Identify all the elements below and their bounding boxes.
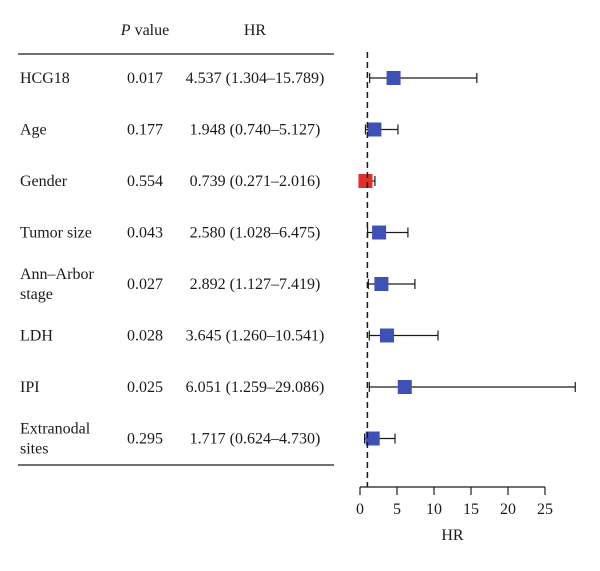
- hr-point: [367, 122, 382, 137]
- hr-point: [386, 71, 401, 85]
- row-label: IPI: [20, 379, 40, 396]
- table-row: Ann–Arbor stage 0.027 2.892 (1.127–7.419): [20, 266, 320, 303]
- row-hr-ci: 3.645 (1.260–10.541): [186, 328, 325, 345]
- table-rows: HCG18 0.017 4.537 (1.304–15.789) Age 0.177 1.…: [20, 70, 324, 458]
- row-label: HCG18: [20, 70, 70, 87]
- table-row: Gender 0.554 0.739 (0.271–2.016): [20, 173, 320, 190]
- hr-point: [372, 225, 387, 240]
- row-hr-ci: 6.051 (1.259–29.086): [186, 379, 325, 396]
- row-label: Tumor size: [20, 225, 92, 242]
- x-tick-label: 0: [356, 501, 364, 518]
- x-tick-label: 20: [500, 501, 516, 518]
- hr-point: [365, 431, 380, 446]
- x-tick-label: 10: [426, 501, 442, 518]
- hr-point: [358, 174, 373, 188]
- table-row: Age 0.177 1.948 (0.740–5.127): [20, 122, 320, 139]
- pvalue-header-rest: value: [131, 22, 170, 39]
- hr-column-header: HR: [244, 22, 267, 39]
- x-tick-label: 25: [537, 501, 553, 518]
- row-label: Extranodal sites: [20, 421, 91, 458]
- ci-interval: [368, 330, 439, 341]
- row-label-line: stage: [20, 286, 53, 303]
- row-hr-ci: 2.892 (1.127–7.419): [190, 276, 321, 293]
- row-hr-ci: 1.717 (0.624–4.730): [190, 431, 321, 448]
- x-axis: 0 5 10 15 20 25 HR: [356, 486, 553, 544]
- hr-point: [379, 328, 394, 343]
- row-hr-ci: 0.739 (0.271–2.016): [190, 173, 321, 190]
- row-label-line: Extranodal: [20, 421, 91, 438]
- row-label-line: Ann–Arbor: [20, 266, 94, 283]
- x-axis-label: HR: [441, 527, 464, 544]
- row-pvalue: 0.025: [127, 379, 163, 396]
- ci-interval: [369, 73, 478, 83]
- row-pvalue: 0.177: [127, 122, 163, 139]
- row-pvalue: 0.027: [127, 276, 163, 293]
- row-label: Age: [20, 122, 47, 139]
- row-pvalue: 0.295: [127, 431, 163, 448]
- table-row: LDH 0.028 3.645 (1.260–10.541): [20, 328, 324, 345]
- pvalue-header-italic: P: [120, 22, 131, 39]
- table-row: Extranodal sites 0.295 1.717 (0.624–4.730): [20, 421, 320, 458]
- row-pvalue: 0.554: [127, 173, 163, 190]
- x-tick-label: 5: [393, 501, 401, 518]
- row-pvalue: 0.043: [127, 225, 163, 242]
- hr-point: [397, 380, 412, 394]
- row-label: Ann–Arbor stage: [20, 266, 94, 303]
- x-tick-label: 15: [463, 501, 479, 518]
- row-hr-ci: 4.537 (1.304–15.789): [186, 70, 325, 87]
- table-row: Tumor size 0.043 2.580 (1.028–6.475): [20, 225, 320, 242]
- table-row: IPI 0.025 6.051 (1.259–29.086): [20, 379, 324, 396]
- row-pvalue: 0.017: [127, 70, 163, 87]
- pvalue-header: P value: [120, 22, 169, 39]
- row-label: LDH: [20, 328, 53, 345]
- row-hr-ci: 1.948 (0.740–5.127): [190, 122, 321, 139]
- row-label: Gender: [20, 173, 68, 190]
- hr-point: [374, 277, 389, 291]
- row-hr-ci: 2.580 (1.028–6.475): [190, 225, 321, 242]
- row-pvalue: 0.028: [127, 328, 163, 345]
- plot-area: 0 5 10 15 20 25 HR: [356, 52, 576, 544]
- table-row: HCG18 0.017 4.537 (1.304–15.789): [20, 70, 324, 87]
- row-label-line: sites: [20, 441, 48, 458]
